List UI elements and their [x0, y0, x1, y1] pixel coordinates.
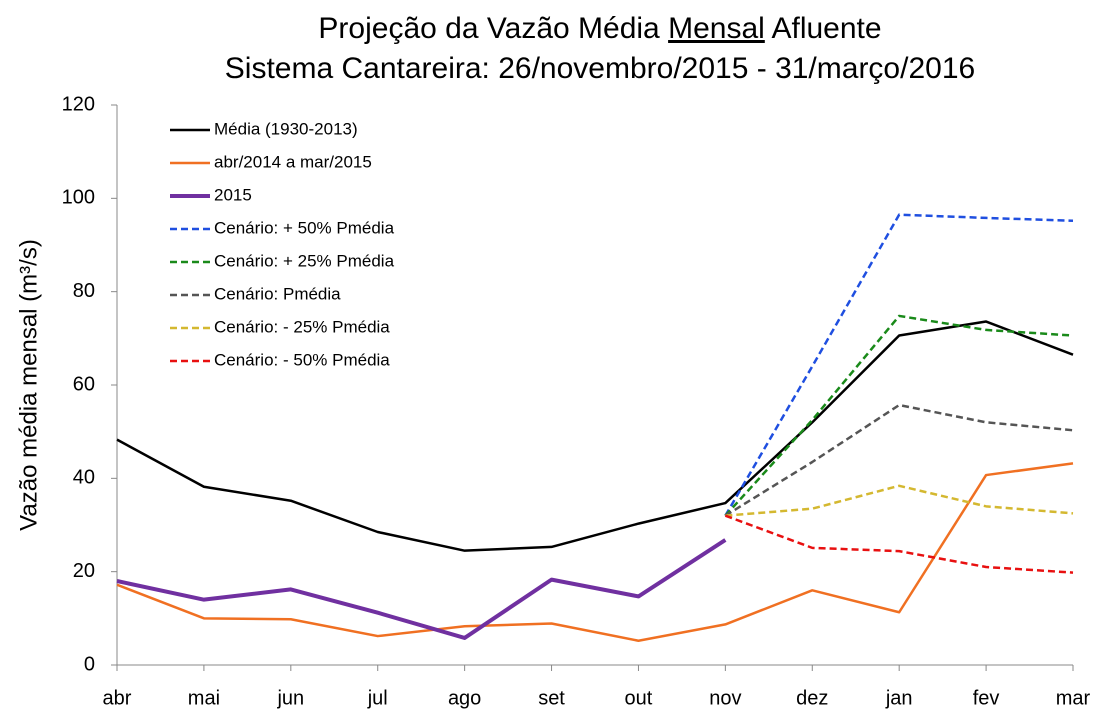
x-tick-label: out: [625, 687, 653, 709]
y-tick-label: 0: [84, 653, 95, 675]
series-line: [724, 403, 1074, 517]
y-tick-label: 40: [73, 467, 95, 489]
x-tick-label: mar: [1056, 687, 1091, 709]
series-line: [724, 314, 1074, 517]
series-line: [725, 484, 1074, 517]
x-tick-label: jan: [885, 687, 913, 709]
x-tick-label: jul: [367, 687, 388, 709]
x-tick-label: mai: [188, 687, 220, 709]
title-part: Afluente: [765, 12, 882, 45]
series-line: [116, 462, 1074, 642]
y-tick-label: 80: [73, 280, 95, 302]
legend-label: Cenário: Pmédia: [214, 284, 341, 303]
title-part: Mensal: [668, 12, 765, 45]
x-tick-label: fev: [973, 687, 1000, 709]
legend-label: Cenário: + 50% Pmédia: [214, 218, 395, 237]
y-tick-label: 60: [73, 373, 95, 395]
series-line: [116, 538, 727, 640]
y-tick-label: 120: [62, 93, 95, 115]
title-part: Projeção da Vazão Média: [318, 12, 668, 45]
series-line: [724, 514, 1074, 574]
legend-label: Cenário: - 50% Pmédia: [214, 350, 390, 369]
x-tick-label: ago: [448, 687, 481, 709]
y-axis-label: Vazão média mensal (m³/s): [15, 239, 42, 531]
series-line: [724, 213, 1074, 517]
series-line: [116, 320, 1074, 552]
x-tick-label: abr: [103, 687, 132, 709]
x-tick-label: dez: [796, 687, 828, 709]
x-tick-label: nov: [709, 687, 741, 709]
y-tick-label: 100: [62, 187, 95, 209]
x-tick-label: jun: [276, 687, 304, 709]
legend-label: Média (1930-2013): [214, 119, 358, 138]
x-tick-label: set: [538, 687, 565, 709]
legend-label: Cenário: + 25% Pmédia: [214, 251, 395, 270]
legend-label: Cenário: - 25% Pmédia: [214, 317, 390, 336]
chart-subtitle: Sistema Cantareira: 26/novembro/2015 - 3…: [225, 52, 975, 85]
y-tick-label: 20: [73, 560, 95, 582]
legend-label: 2015: [214, 185, 252, 204]
legend-label: abr/2014 a mar/2015: [214, 152, 372, 171]
chart-title: Projeção da Vazão Média Mensal Afluente: [318, 12, 881, 45]
